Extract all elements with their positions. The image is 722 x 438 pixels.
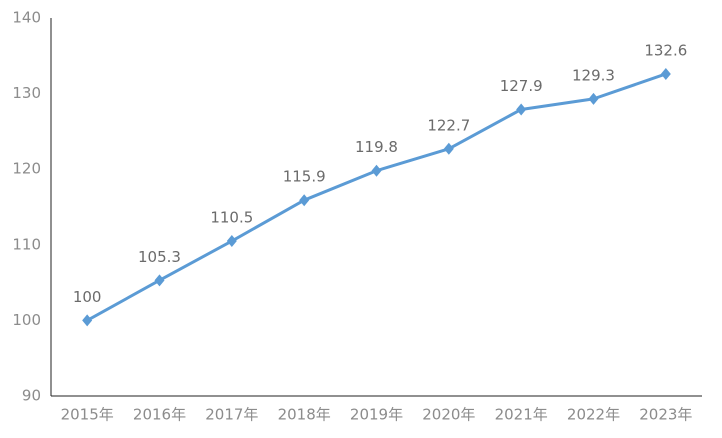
line [86,72,667,322]
marker [154,274,165,287]
data-label: 132.6 [644,41,687,59]
x-tick-label: 2016年 [133,406,186,424]
data-label: 127.9 [500,77,543,95]
marker [588,92,599,105]
y-tick-label: 110 [12,235,41,253]
data-label: 119.8 [355,138,398,156]
marker [371,164,382,177]
x-tick-label: 2019年 [350,406,403,424]
marker [443,142,454,155]
data-label: 100 [73,288,102,306]
marker [660,67,671,80]
y-tick-label: 120 [12,160,41,178]
y-tick-label: 90 [22,387,41,405]
marker [82,314,93,327]
data-label: 122.7 [427,116,470,134]
x-tick-label: 2020年 [422,406,475,424]
marker [226,235,237,248]
x-tick-label: 2023年 [639,406,692,424]
x-tick-label: 2018年 [278,406,331,424]
x-tick-label: 2021年 [495,406,548,424]
x-tick-label: 2015年 [61,406,114,424]
y-tick-label: 100 [12,311,41,329]
x-tick-label: 2022年 [567,406,620,424]
marker [516,103,527,116]
y-tick-label: 140 [12,9,41,27]
marker [299,194,310,207]
x-tick-label: 2017年 [205,406,258,424]
y-tick-label: 130 [12,84,41,102]
data-label: 115.9 [283,168,326,186]
data-label: 110.5 [210,209,253,227]
data-label: 129.3 [572,66,615,84]
data-label: 105.3 [138,248,181,266]
